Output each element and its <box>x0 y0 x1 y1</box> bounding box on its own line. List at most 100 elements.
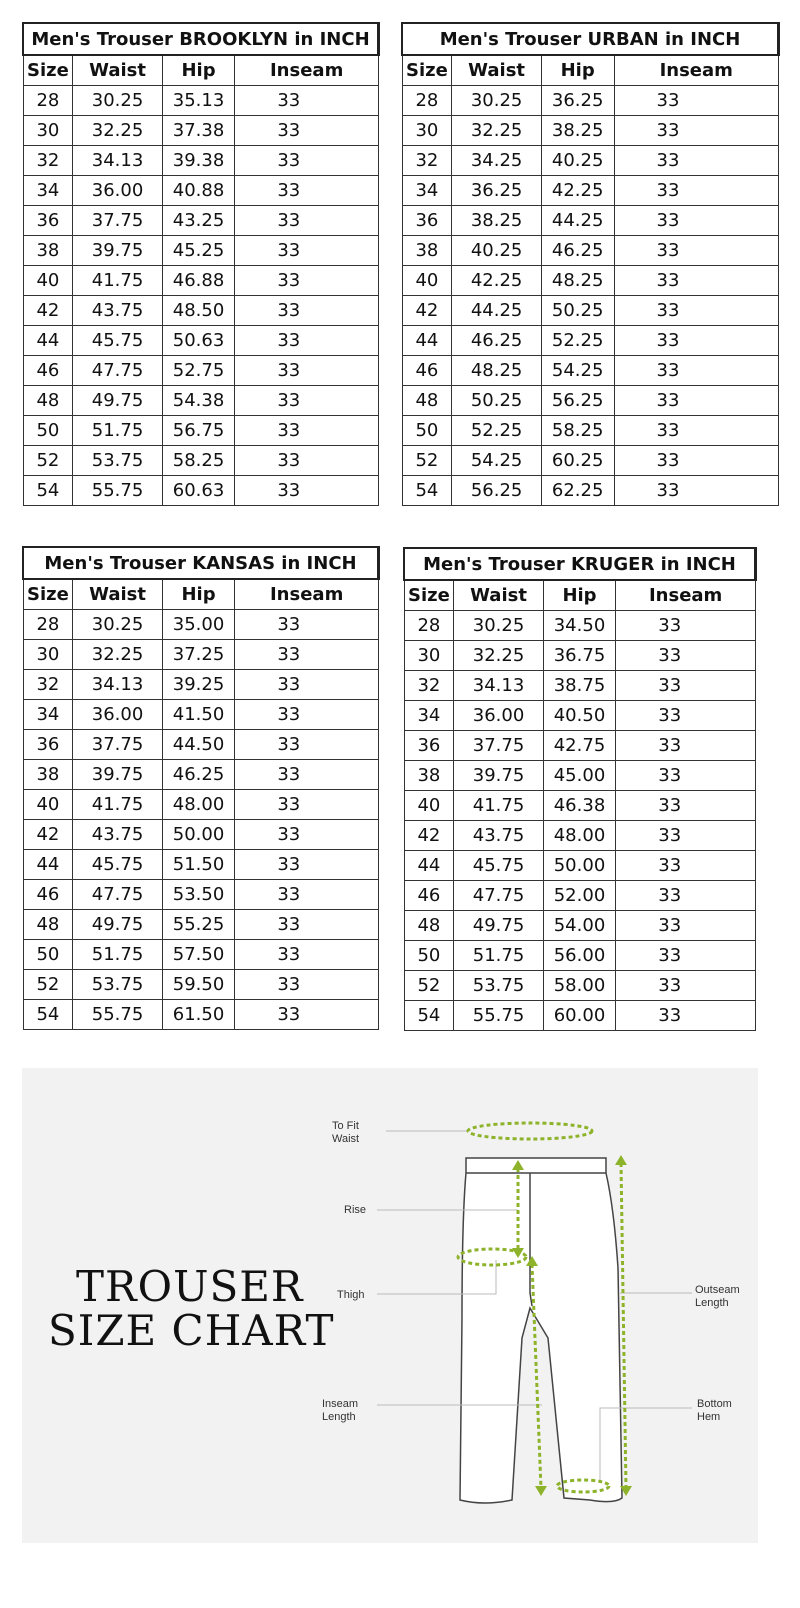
table-cell: 33 <box>234 879 379 910</box>
table-cell: 54 <box>22 475 74 506</box>
table-cell: 33 <box>613 145 779 176</box>
table-cell: 48 <box>22 385 74 416</box>
table-cell: 39.25 <box>161 669 236 700</box>
table-row: 50 51.75 56.00 33 <box>403 940 756 971</box>
table-cell: 30.25 <box>453 610 544 641</box>
table-title: Men's Trouser KRUGER in INCH <box>403 547 757 581</box>
column-header: Hip <box>161 54 236 86</box>
table-cell: 48.50 <box>161 295 236 326</box>
table-cell: 33 <box>615 640 756 671</box>
table-header-row: Size Waist Hip Inseam <box>401 54 779 86</box>
table-cell: 33 <box>234 789 379 820</box>
table-cell: 54 <box>401 475 453 506</box>
table-title-row: Men's Trouser KRUGER in INCH <box>403 547 757 581</box>
table-cell: 53.50 <box>161 879 236 910</box>
table-cell: 39.75 <box>72 759 163 790</box>
table-cell: 45.00 <box>542 760 617 791</box>
table-cell: 54 <box>403 1000 455 1031</box>
column-header: Hip <box>161 578 236 610</box>
table-row: 52 53.75 58.25 33 <box>22 445 379 476</box>
table-row: 32 34.13 39.25 33 <box>22 669 379 700</box>
table-cell: 44 <box>401 325 453 356</box>
table-cell: 32 <box>22 669 74 700</box>
table-cell: 33 <box>613 295 779 326</box>
table-row: 28 30.25 35.00 33 <box>22 609 379 640</box>
table-cell: 44.25 <box>451 295 542 326</box>
table-row: 46 47.75 53.50 33 <box>22 879 379 910</box>
label-outseam-2: Length <box>695 1297 729 1309</box>
table-row: 30 32.25 38.25 33 <box>401 115 779 146</box>
table-cell: 33 <box>234 445 379 476</box>
column-header: Hip <box>540 54 615 86</box>
table-cell: 50.00 <box>161 819 236 850</box>
column-header: Inseam <box>234 578 379 610</box>
table-row: 54 56.25 62.25 33 <box>401 475 779 506</box>
table-cell: 33 <box>615 820 756 851</box>
column-header: Hip <box>542 579 617 611</box>
table-cell: 33 <box>234 85 379 116</box>
table-cell: 43.75 <box>72 819 163 850</box>
table-cell: 45.25 <box>161 235 236 266</box>
table-row: 54 55.75 60.00 33 <box>403 1000 756 1031</box>
table-cell: 35.00 <box>161 609 236 640</box>
table-cell: 48.00 <box>161 789 236 820</box>
table-cell: 56.25 <box>540 385 615 416</box>
label-outseam-1: Outseam <box>695 1284 740 1296</box>
table-cell: 32.25 <box>72 639 163 670</box>
table-row: 40 41.75 48.00 33 <box>22 789 379 820</box>
table-row: 40 42.25 48.25 33 <box>401 265 779 296</box>
label-thigh: Thigh <box>337 1289 365 1301</box>
size-table-kruger: Men's Trouser KRUGER in INCH Size Waist Hip… <box>403 547 757 1031</box>
table-cell: 56.00 <box>542 940 617 971</box>
table-row: 50 51.75 56.75 33 <box>22 415 379 446</box>
table-cell: 36.25 <box>451 175 542 206</box>
table-cell: 33 <box>234 385 379 416</box>
table-cell: 40.50 <box>542 700 617 731</box>
table-row: 44 45.75 51.50 33 <box>22 849 379 880</box>
table-cell: 53.75 <box>72 445 163 476</box>
table-cell: 28 <box>403 610 455 641</box>
table-cell: 46 <box>22 879 74 910</box>
table-cell: 33 <box>613 85 779 116</box>
table-cell: 50 <box>403 940 455 971</box>
table-cell: 36.25 <box>540 85 615 116</box>
table-cell: 54.38 <box>161 385 236 416</box>
table-row: 36 37.75 44.50 33 <box>22 729 379 760</box>
table-cell: 33 <box>615 670 756 701</box>
table-cell: 44 <box>22 325 74 356</box>
table-cell: 40.25 <box>540 145 615 176</box>
table-cell: 52.25 <box>451 415 542 446</box>
table-cell: 57.50 <box>161 939 236 970</box>
table-row: 34 36.00 41.50 33 <box>22 699 379 730</box>
table-cell: 42 <box>22 819 74 850</box>
table-cell: 62.25 <box>540 475 615 506</box>
table-row: 36 38.25 44.25 33 <box>401 205 779 236</box>
table-cell: 37.75 <box>72 729 163 760</box>
table-row: 28 30.25 36.25 33 <box>401 85 779 116</box>
table-cell: 33 <box>234 325 379 356</box>
label-inseam: Inseam Length <box>322 1398 358 1424</box>
table-cell: 33 <box>615 790 756 821</box>
table-cell: 33 <box>613 205 779 236</box>
table-cell: 33 <box>234 205 379 236</box>
table-row: 52 53.75 59.50 33 <box>22 969 379 1000</box>
table-cell: 40 <box>22 265 74 296</box>
table-cell: 55.25 <box>161 909 236 940</box>
table-cell: 33 <box>234 115 379 146</box>
column-header: Waist <box>451 54 542 86</box>
table-cell: 34 <box>22 699 74 730</box>
table-cell: 53.75 <box>72 969 163 1000</box>
table-cell: 34 <box>403 700 455 731</box>
table-title-row: Men's Trouser KANSAS in INCH <box>22 546 380 580</box>
table-cell: 52 <box>403 970 455 1001</box>
table-cell: 54 <box>22 999 74 1030</box>
table-cell: 46 <box>401 355 453 386</box>
table-cell: 30 <box>401 115 453 146</box>
table-cell: 60.63 <box>161 475 236 506</box>
table-cell: 36.00 <box>453 700 544 731</box>
table-cell: 33 <box>613 235 779 266</box>
table-title-row: Men's Trouser BROOKLYN in INCH <box>22 22 380 56</box>
table-title: Men's Trouser URBAN in INCH <box>401 22 780 56</box>
table-cell: 33 <box>234 355 379 386</box>
table-cell: 52.25 <box>540 325 615 356</box>
